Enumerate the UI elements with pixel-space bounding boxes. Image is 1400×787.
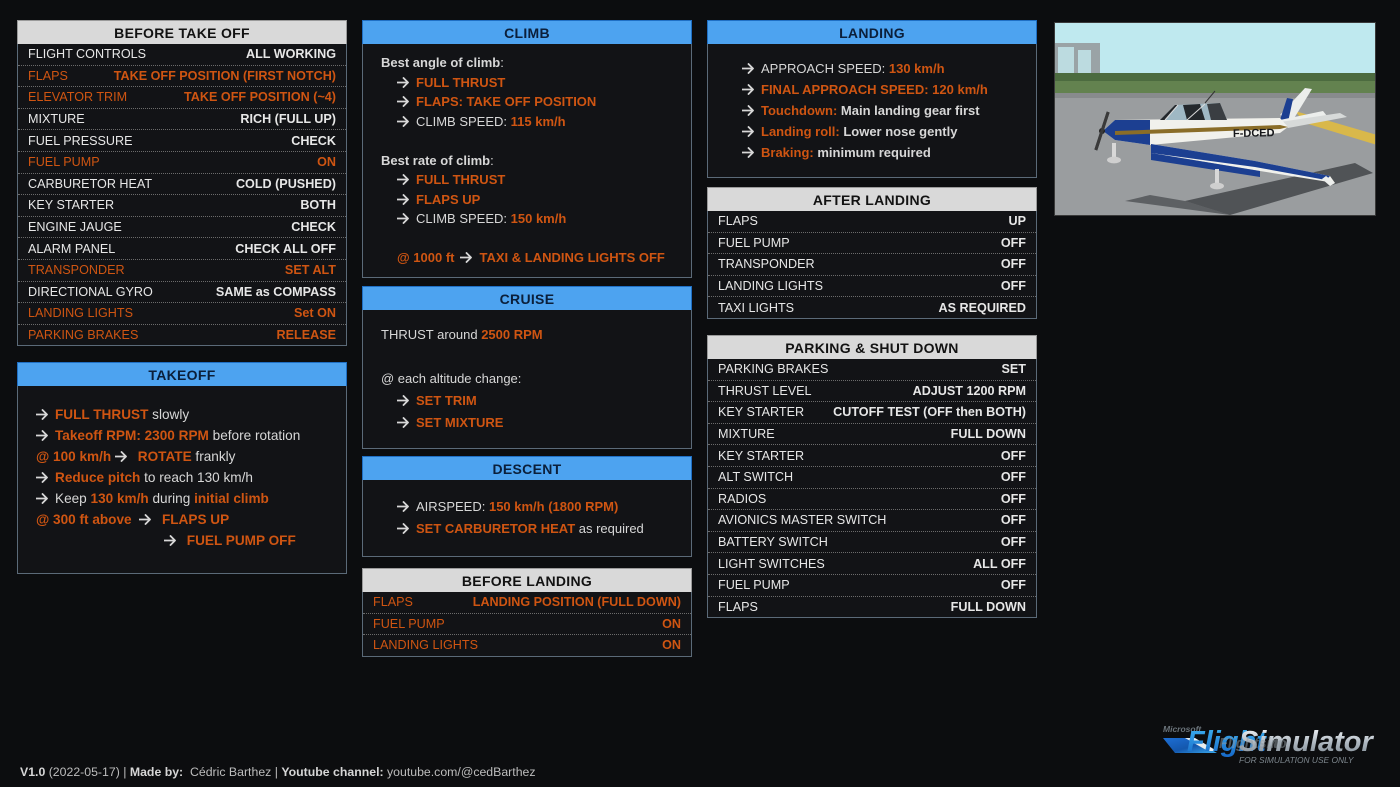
svg-text:FOR SIMULATION USE ONLY: FOR SIMULATION USE ONLY (1239, 755, 1355, 765)
svg-text:.to: .to (1269, 736, 1287, 752)
svg-text:F-DCED: F-DCED (1233, 127, 1275, 140)
